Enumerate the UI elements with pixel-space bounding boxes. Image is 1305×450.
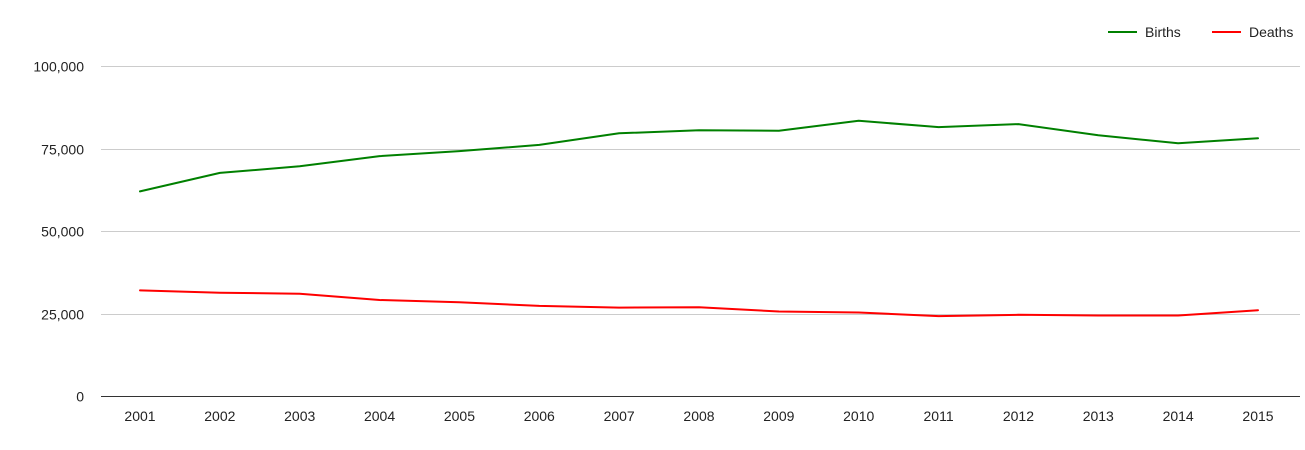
data-point-births[interactable] <box>457 149 462 154</box>
gridlines <box>101 66 1300 397</box>
data-point-deaths[interactable] <box>1256 308 1261 313</box>
series-line-births <box>139 119 1259 193</box>
data-point-births[interactable] <box>936 125 941 130</box>
data-point-deaths[interactable] <box>377 297 382 302</box>
y-tick-label: 0 <box>76 389 84 405</box>
data-point-deaths[interactable] <box>697 305 702 310</box>
legend-item-deaths[interactable]: Deaths <box>1212 24 1293 40</box>
data-point-births[interactable] <box>377 154 382 159</box>
x-tick-label: 2012 <box>1003 408 1034 424</box>
data-point-births[interactable] <box>1016 122 1021 127</box>
data-point-births[interactable] <box>776 128 781 133</box>
x-tick-label: 2003 <box>284 408 315 424</box>
data-point-births[interactable] <box>217 170 222 175</box>
x-tick-label: 2005 <box>444 408 475 424</box>
x-tick-label: 2002 <box>204 408 235 424</box>
data-point-deaths[interactable] <box>1176 313 1181 318</box>
data-point-births[interactable] <box>1256 136 1261 141</box>
data-point-births[interactable] <box>856 118 861 123</box>
data-point-births[interactable] <box>617 131 622 136</box>
x-tick-label: 2009 <box>763 408 794 424</box>
legend-label-births: Births <box>1145 24 1181 40</box>
data-point-births[interactable] <box>537 142 542 147</box>
x-tick-label: 2007 <box>604 408 635 424</box>
y-tick-label: 75,000 <box>41 142 84 158</box>
data-point-deaths[interactable] <box>936 314 941 319</box>
x-tick-label: 2015 <box>1242 408 1273 424</box>
series-line-deaths <box>139 289 1259 318</box>
data-point-births[interactable] <box>1096 133 1101 138</box>
series-lines <box>138 118 1261 319</box>
legend-item-births[interactable]: Births <box>1108 24 1181 40</box>
data-point-births[interactable] <box>138 189 143 194</box>
data-point-deaths[interactable] <box>617 305 622 310</box>
y-tick-label: 100,000 <box>33 59 84 75</box>
x-tick-label: 2013 <box>1083 408 1114 424</box>
x-tick-label: 2001 <box>124 408 155 424</box>
data-point-deaths[interactable] <box>457 300 462 305</box>
x-axis: 2001 2002 2003 2004 2005 2006 2007 2008 2009 2010… <box>124 408 1273 424</box>
y-axis: 0 25,000 50,000 75,000 100,000 <box>33 59 84 405</box>
y-tick-label: 25,000 <box>41 307 84 323</box>
data-point-deaths[interactable] <box>1096 313 1101 318</box>
y-tick-label: 50,000 <box>41 224 84 240</box>
x-tick-label: 2008 <box>683 408 714 424</box>
data-point-deaths[interactable] <box>138 288 143 293</box>
legend[interactable]: Births Deaths <box>1108 24 1293 40</box>
x-tick-label: 2014 <box>1163 408 1194 424</box>
x-tick-label: 2010 <box>843 408 874 424</box>
data-point-births[interactable] <box>297 164 302 169</box>
x-tick-label: 2004 <box>364 408 395 424</box>
data-point-deaths[interactable] <box>1016 312 1021 317</box>
legend-label-deaths: Deaths <box>1249 24 1293 40</box>
data-point-deaths[interactable] <box>297 291 302 296</box>
data-point-deaths[interactable] <box>856 310 861 315</box>
data-point-births[interactable] <box>697 128 702 133</box>
x-tick-label: 2011 <box>924 408 954 424</box>
data-point-births[interactable] <box>1176 141 1181 146</box>
data-point-deaths[interactable] <box>217 290 222 295</box>
x-tick-label: 2006 <box>524 408 555 424</box>
data-point-deaths[interactable] <box>776 309 781 314</box>
data-point-deaths[interactable] <box>537 303 542 308</box>
